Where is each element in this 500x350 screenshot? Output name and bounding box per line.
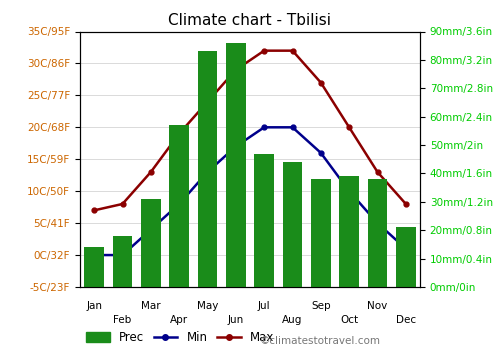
Text: Dec: Dec (396, 315, 416, 325)
Text: Nov: Nov (368, 301, 388, 311)
Bar (368, 179, 388, 287)
Text: Jul: Jul (258, 301, 270, 311)
Text: May: May (197, 301, 218, 311)
Bar (282, 162, 302, 287)
Bar (198, 51, 218, 287)
Title: Climate chart - Tbilisi: Climate chart - Tbilisi (168, 13, 332, 28)
Bar (226, 43, 246, 287)
Text: Jun: Jun (228, 315, 244, 325)
Text: Oct: Oct (340, 315, 358, 325)
Bar (141, 199, 161, 287)
Text: Jan: Jan (86, 301, 102, 311)
Text: Mar: Mar (141, 301, 161, 311)
Text: ©climatestotravel.com: ©climatestotravel.com (260, 336, 381, 346)
Bar (169, 125, 189, 287)
Text: Aug: Aug (282, 315, 302, 325)
Legend: Prec, Min, Max: Prec, Min, Max (86, 331, 274, 344)
Text: Sep: Sep (311, 301, 330, 311)
Bar (339, 176, 359, 287)
Text: Apr: Apr (170, 315, 188, 325)
Bar (311, 179, 331, 287)
Bar (84, 247, 104, 287)
Bar (112, 236, 132, 287)
Text: Feb: Feb (114, 315, 132, 325)
Bar (396, 228, 416, 287)
Bar (254, 154, 274, 287)
